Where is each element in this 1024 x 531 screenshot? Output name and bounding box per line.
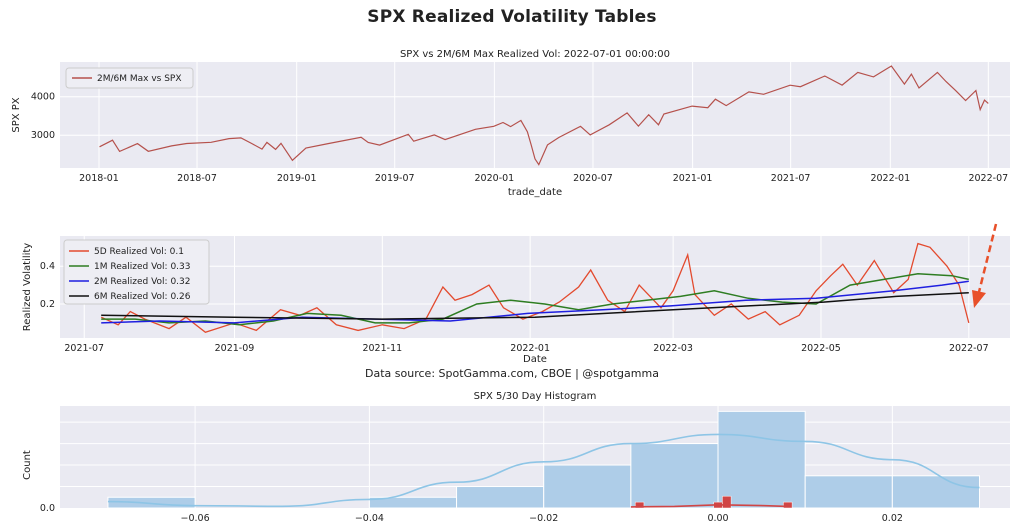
x-tick-label: −0.06 — [181, 513, 210, 524]
x-tick-label: −0.02 — [529, 513, 558, 524]
y-tick-label: 3000 — [31, 130, 55, 141]
x-tick-label: 0.02 — [882, 513, 903, 524]
vol-6m-series-line — [101, 291, 969, 320]
legend-entry: 6M Realized Vol: 0.26 — [94, 292, 191, 302]
histogram-bar-5d — [783, 501, 793, 509]
spx-series-line — [99, 65, 989, 166]
x-axis-label: trade_date — [508, 187, 562, 198]
x-tick-label: 2021-07 — [64, 343, 104, 354]
annotation-arrow-shaft — [977, 223, 998, 293]
histogram-bar — [717, 410, 806, 509]
y-tick-label: 4000 — [31, 92, 55, 103]
chart-title: SPX vs 2M/6M Max Realized Vol: 2022-07-0… — [400, 49, 670, 60]
x-tick-label: 2022-07 — [949, 343, 989, 354]
annotation-arrow-head — [972, 290, 986, 308]
legend-entry: 2M Realized Vol: 0.32 — [94, 277, 191, 287]
legend-entry: 2M/6M Max vs SPX — [97, 74, 182, 84]
x-tick-label: 2021-11 — [362, 343, 402, 354]
y-axis-label: Realized Volatility — [22, 243, 33, 332]
vol-2m-series-line — [101, 280, 969, 324]
x-tick-label: 0.00 — [707, 513, 728, 524]
x-tick-label: 2022-05 — [801, 343, 841, 354]
spx-price-chart: 2018-01 2018-07 2019-01 2019-07 2020-01 2020-… — [11, 49, 1010, 198]
y-tick-label: 0.0 — [40, 503, 55, 514]
x-tick-label: 2018-07 — [177, 173, 217, 184]
x-tick-label: 2022-01 — [870, 173, 910, 184]
y-tick-label: 0.2 — [40, 299, 55, 310]
x-tick-label: 2021-09 — [215, 343, 255, 354]
x-tick-label: 2022-07 — [968, 173, 1008, 184]
plot-area — [60, 236, 1010, 338]
x-axis-label: Date — [523, 354, 547, 365]
histogram-bar — [107, 496, 196, 509]
x-tick-label: 2021-07 — [771, 173, 811, 184]
plot-area — [60, 62, 1010, 168]
x-tick-label: 2019-01 — [277, 173, 317, 184]
kde-curve — [107, 433, 980, 508]
figure-title: SPX Realized Volatility Tables — [367, 7, 657, 27]
legend-box — [63, 239, 210, 305]
spx-histogram-chart: −0.06 −0.04 −0.02 0.00 0.02 0.0 SPX 5/30 Day H… — [22, 391, 1010, 524]
histogram-bar-5d — [722, 495, 732, 509]
x-tick-label: 2020-01 — [475, 173, 515, 184]
legend-box — [65, 67, 194, 89]
vol-1m-series-line — [101, 273, 969, 326]
x-tick-label: 2020-07 — [573, 173, 613, 184]
x-tick-label: 2022-01 — [510, 343, 550, 354]
legend-entry: 5D Realized Vol: 0.1 — [94, 247, 184, 257]
legend-entry: 1M Realized Vol: 0.33 — [94, 262, 191, 272]
y-tick-label: 0.4 — [40, 261, 55, 272]
y-axis-label: Count — [22, 450, 33, 480]
kde-curve-5d — [630, 503, 788, 508]
histogram-bar — [456, 486, 545, 509]
x-tick-label: 2018-01 — [79, 173, 119, 184]
histogram-bar — [891, 475, 980, 509]
x-tick-label: 2019-07 — [375, 173, 415, 184]
histogram-bar-5d — [634, 501, 645, 509]
realized-vol-chart: 2021-07 2021-09 2021-11 2022-01 2022-03 2022-… — [22, 223, 1010, 365]
histogram-bar — [543, 464, 632, 509]
x-tick-label: 2022-03 — [653, 343, 693, 354]
histogram-bar — [804, 475, 893, 509]
data-source-note: Data source: SpotGamma.com, CBOE | @spot… — [365, 367, 659, 380]
chart-title: SPX 5/30 Day Histogram — [474, 391, 597, 402]
y-axis-label: SPX PX — [11, 97, 22, 132]
histogram-bar — [630, 443, 719, 509]
x-tick-label: −0.04 — [355, 513, 384, 524]
x-tick-label: 2021-01 — [673, 173, 713, 184]
